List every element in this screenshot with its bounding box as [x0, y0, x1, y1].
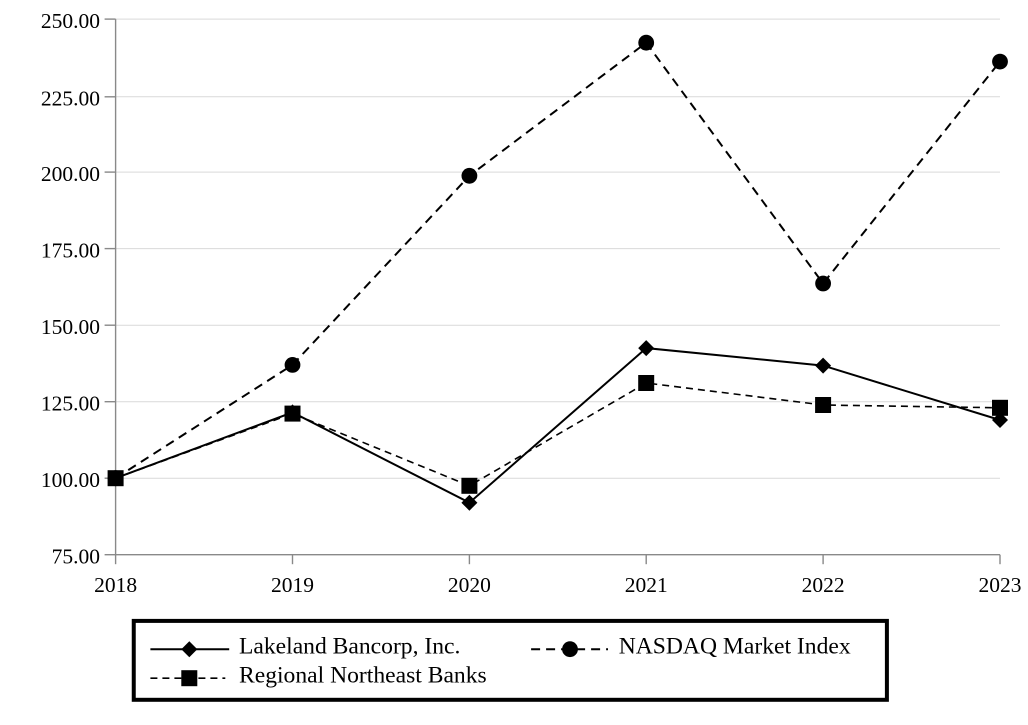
svg-text:225.00: 225.00	[41, 87, 100, 111]
svg-text:175.00: 175.00	[41, 239, 100, 263]
svg-text:Regional Northeast Banks: Regional Northeast Banks	[239, 663, 487, 689]
svg-text:2021: 2021	[625, 573, 668, 597]
svg-text:200.00: 200.00	[41, 162, 100, 186]
svg-text:75.00: 75.00	[52, 545, 100, 569]
svg-text:125.00: 125.00	[41, 392, 100, 416]
svg-text:Lakeland Bancorp, Inc.: Lakeland Bancorp, Inc.	[239, 634, 460, 660]
svg-text:2022: 2022	[802, 573, 845, 597]
svg-text:2018: 2018	[94, 573, 137, 597]
svg-text:2019: 2019	[271, 573, 314, 597]
svg-text:2020: 2020	[448, 573, 491, 597]
svg-text:100.00: 100.00	[41, 468, 100, 492]
svg-text:2023: 2023	[979, 573, 1022, 597]
svg-text:150.00: 150.00	[41, 315, 100, 339]
svg-text:250.00: 250.00	[41, 9, 100, 33]
svg-text:NASDAQ Market Index: NASDAQ Market Index	[619, 634, 851, 660]
